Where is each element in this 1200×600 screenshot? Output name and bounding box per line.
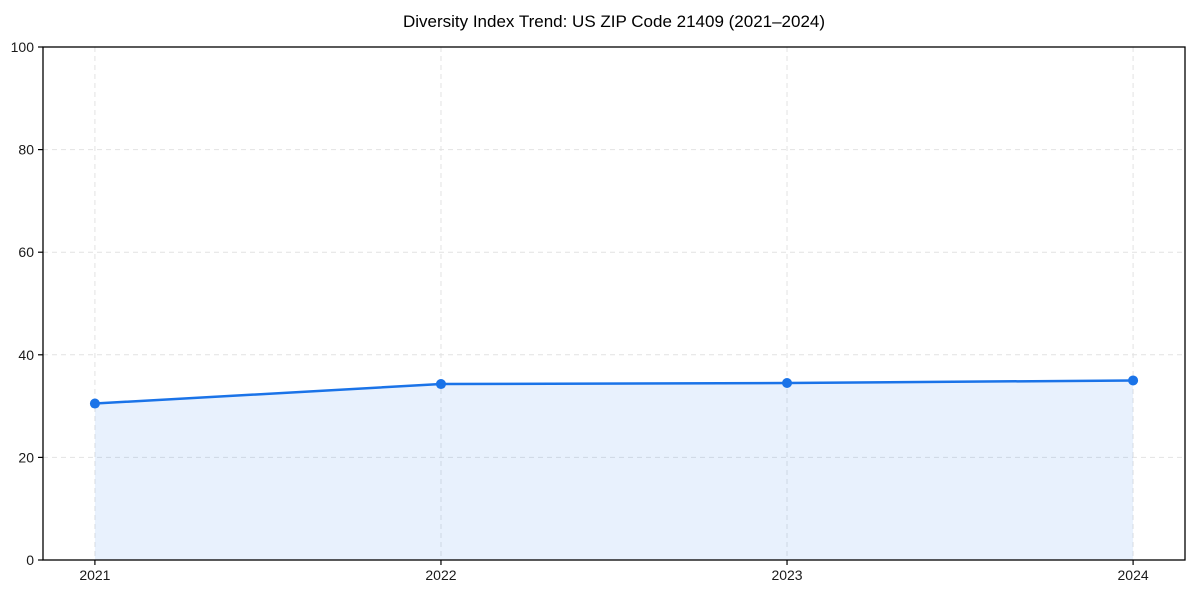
data-point xyxy=(1128,375,1139,386)
y-tick-label: 60 xyxy=(18,244,34,260)
chart-title: Diversity Index Trend: US ZIP Code 21409… xyxy=(402,12,826,31)
data-point xyxy=(782,378,793,389)
x-tick-label: 2024 xyxy=(1118,567,1149,583)
y-tick-label: 40 xyxy=(18,347,34,363)
x-tick-label: 2022 xyxy=(425,567,456,583)
y-tick-label: 20 xyxy=(18,449,34,465)
x-tick-label: 2021 xyxy=(79,567,110,583)
plot-border xyxy=(42,46,1186,561)
y-tick-label: 0 xyxy=(26,552,34,568)
data-point xyxy=(435,379,446,390)
trend-line xyxy=(93,379,1135,405)
data-point xyxy=(89,398,100,409)
x-tick-label: 2023 xyxy=(771,567,802,583)
y-tick-label: 100 xyxy=(11,39,35,55)
area-fill xyxy=(94,380,1134,560)
y-tick-label: 80 xyxy=(18,142,34,158)
